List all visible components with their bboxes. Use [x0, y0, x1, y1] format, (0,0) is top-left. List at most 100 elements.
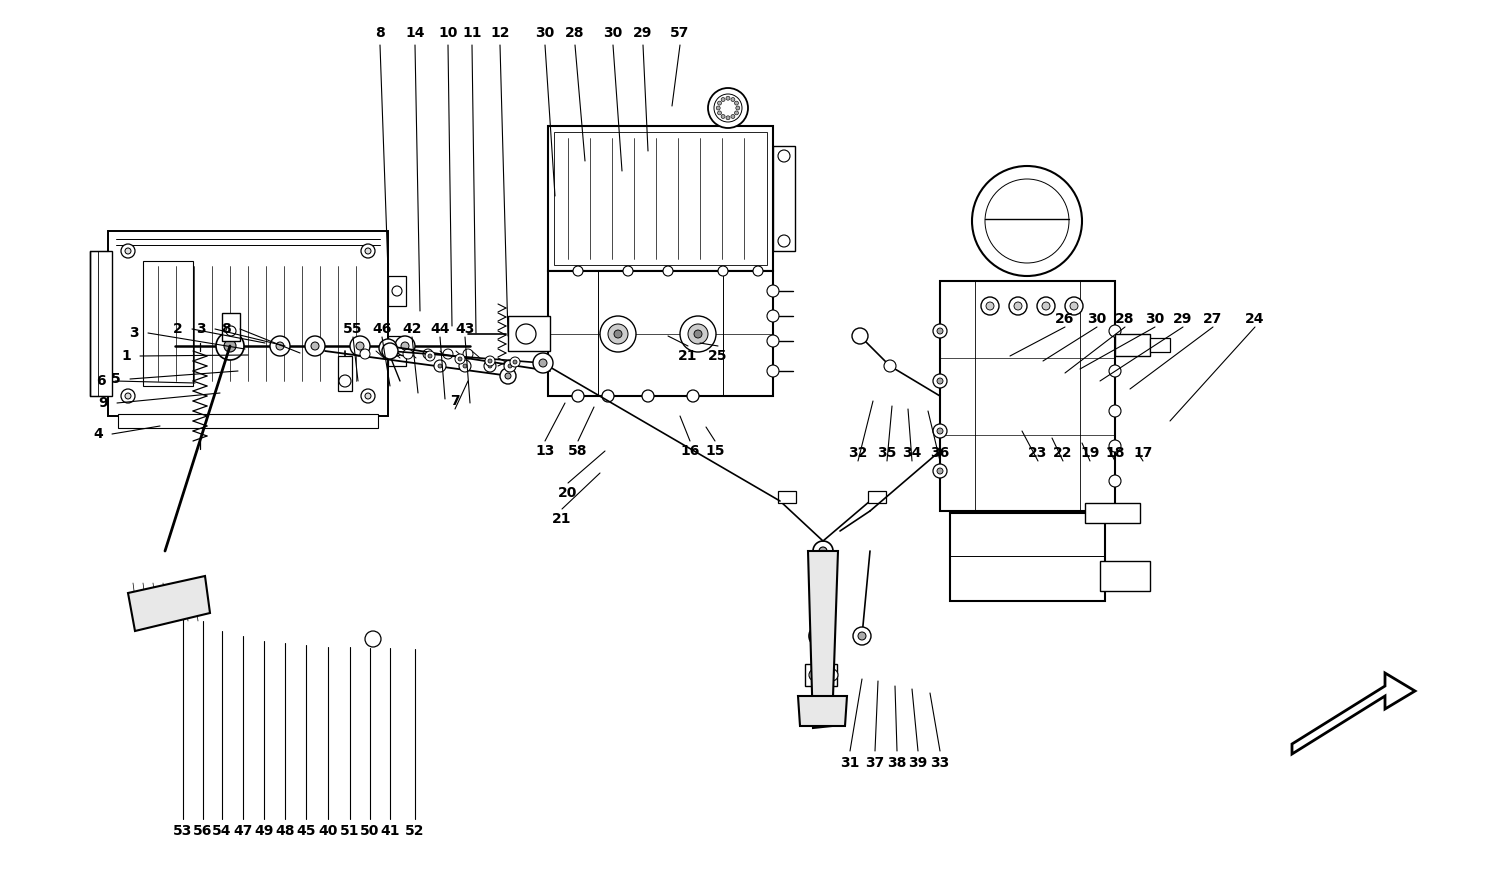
Circle shape — [538, 359, 548, 367]
Text: 33: 33 — [930, 756, 950, 770]
Circle shape — [572, 390, 584, 402]
Text: 48: 48 — [276, 824, 294, 838]
Circle shape — [708, 88, 748, 128]
Circle shape — [986, 302, 994, 310]
Text: 35: 35 — [878, 446, 897, 460]
Circle shape — [427, 354, 432, 358]
Text: 12: 12 — [490, 26, 510, 40]
Circle shape — [938, 428, 944, 434]
Text: 4: 4 — [93, 427, 104, 441]
Circle shape — [442, 349, 453, 359]
Bar — [90, 251, 112, 396]
Circle shape — [736, 106, 740, 110]
Circle shape — [384, 344, 392, 352]
Text: 45: 45 — [296, 824, 315, 838]
Circle shape — [766, 285, 778, 297]
Circle shape — [510, 357, 520, 367]
Circle shape — [808, 669, 820, 681]
Circle shape — [122, 244, 135, 258]
Circle shape — [310, 342, 320, 350]
Polygon shape — [808, 551, 838, 728]
Text: 14: 14 — [405, 26, 424, 40]
Text: 5: 5 — [111, 372, 122, 386]
Text: 34: 34 — [903, 446, 921, 460]
Text: 19: 19 — [1080, 446, 1100, 460]
Text: 28: 28 — [566, 26, 585, 40]
Text: 36: 36 — [930, 446, 950, 460]
Text: 30: 30 — [536, 26, 555, 40]
Bar — [1114, 334, 1150, 356]
Circle shape — [122, 389, 135, 403]
Polygon shape — [798, 696, 847, 726]
Bar — [868, 491, 886, 503]
Circle shape — [424, 351, 435, 361]
Bar — [554, 132, 766, 265]
Circle shape — [688, 324, 708, 344]
Circle shape — [808, 625, 831, 647]
Text: 18: 18 — [1106, 446, 1125, 460]
Circle shape — [642, 390, 654, 402]
Text: 17: 17 — [1134, 446, 1152, 460]
Text: 3: 3 — [196, 322, 206, 336]
Circle shape — [276, 342, 284, 350]
Circle shape — [730, 114, 735, 119]
Circle shape — [500, 368, 516, 384]
Text: 10: 10 — [438, 26, 458, 40]
Text: 50: 50 — [360, 824, 380, 838]
Text: 44: 44 — [430, 322, 450, 336]
Circle shape — [714, 94, 742, 122]
Circle shape — [766, 365, 778, 377]
Circle shape — [1065, 297, 1083, 315]
Circle shape — [394, 336, 416, 356]
Text: 15: 15 — [705, 444, 724, 458]
Text: 2: 2 — [172, 322, 183, 336]
Circle shape — [602, 390, 613, 402]
Circle shape — [933, 324, 946, 338]
Bar — [118, 414, 378, 428]
Circle shape — [933, 374, 946, 388]
Circle shape — [364, 393, 370, 399]
Circle shape — [484, 360, 496, 372]
Text: 23: 23 — [1029, 446, 1047, 460]
Circle shape — [600, 316, 636, 352]
Bar — [222, 313, 240, 341]
Text: 29: 29 — [633, 26, 652, 40]
Circle shape — [532, 353, 554, 373]
Text: 8: 8 — [375, 26, 386, 40]
Bar — [806, 664, 837, 686]
Circle shape — [484, 356, 495, 366]
Circle shape — [852, 328, 868, 344]
Circle shape — [680, 316, 716, 352]
Text: 43: 43 — [456, 322, 474, 336]
Circle shape — [726, 96, 730, 100]
Text: 42: 42 — [402, 322, 422, 336]
Circle shape — [718, 266, 728, 276]
Text: 24: 24 — [1245, 312, 1264, 326]
Circle shape — [853, 627, 871, 645]
Circle shape — [433, 360, 445, 372]
Circle shape — [382, 349, 393, 359]
Text: 39: 39 — [909, 756, 927, 770]
Text: 8: 8 — [220, 322, 231, 336]
Circle shape — [124, 248, 130, 254]
Circle shape — [438, 364, 442, 368]
Circle shape — [488, 364, 492, 368]
Circle shape — [226, 326, 236, 336]
Text: 32: 32 — [849, 446, 867, 460]
Circle shape — [454, 354, 465, 364]
Circle shape — [1108, 325, 1120, 337]
Circle shape — [858, 632, 865, 640]
Circle shape — [694, 330, 702, 338]
Circle shape — [516, 324, 536, 344]
Circle shape — [819, 547, 827, 555]
Circle shape — [423, 349, 433, 359]
Circle shape — [1036, 297, 1054, 315]
Text: 20: 20 — [558, 486, 578, 500]
Text: 7: 7 — [450, 394, 460, 408]
Circle shape — [815, 631, 825, 641]
Text: 47: 47 — [234, 824, 252, 838]
Circle shape — [1014, 302, 1022, 310]
Circle shape — [972, 166, 1082, 276]
Text: 26: 26 — [1056, 312, 1074, 326]
Text: 56: 56 — [194, 824, 213, 838]
